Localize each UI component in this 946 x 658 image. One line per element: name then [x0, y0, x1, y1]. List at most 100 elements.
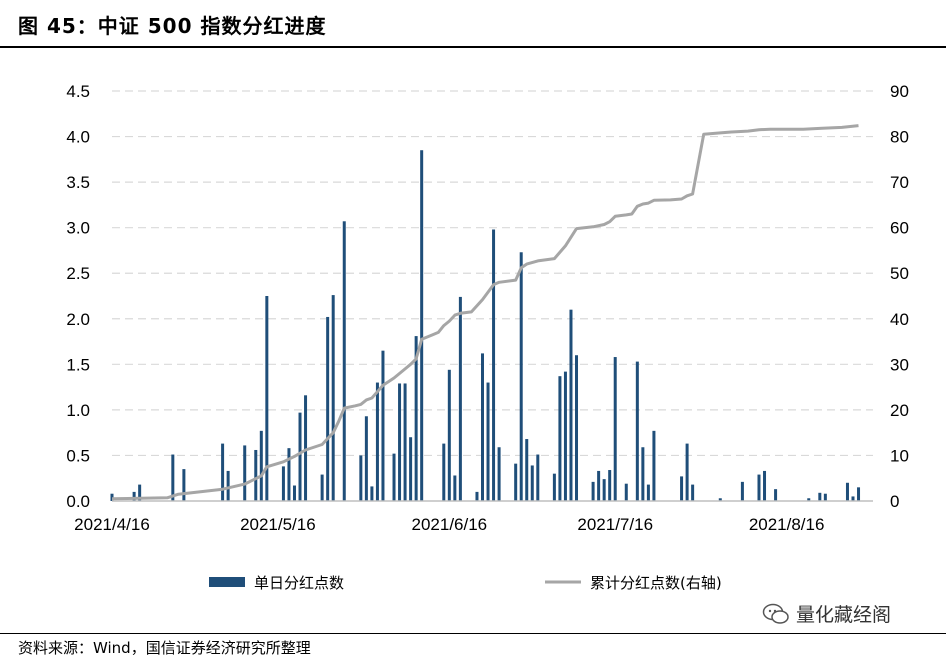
- bar: [492, 229, 496, 501]
- title-rule: [0, 46, 946, 48]
- x-tick-label: 2021/7/16: [577, 515, 653, 534]
- bar: [320, 474, 324, 501]
- bar: [624, 483, 628, 501]
- left-tick-label: 4.5: [66, 82, 90, 101]
- bar: [807, 498, 811, 501]
- wechat-icon: [762, 603, 789, 624]
- bar: [763, 470, 767, 501]
- bar: [641, 447, 645, 501]
- bar: [680, 476, 684, 501]
- bar: [453, 475, 457, 501]
- x-tick-label: 2021/6/16: [412, 515, 488, 534]
- bar: [552, 473, 556, 501]
- bar: [530, 465, 534, 501]
- bar: [475, 491, 479, 501]
- bar: [364, 416, 368, 501]
- bar: [442, 443, 446, 501]
- right-tick-label: 50: [890, 264, 909, 283]
- bar-series: [110, 150, 861, 502]
- x-tick-label: 2021/4/16: [74, 515, 150, 534]
- bar: [602, 479, 606, 501]
- bar: [298, 412, 302, 501]
- bar: [519, 252, 523, 501]
- right-tick-label: 60: [890, 219, 909, 238]
- bar: [646, 484, 650, 501]
- bar: [304, 395, 308, 501]
- bar: [381, 350, 385, 501]
- x-tick-label: 2021/8/16: [749, 515, 825, 534]
- bar: [292, 485, 296, 501]
- right-tick-label: 40: [890, 310, 909, 329]
- bar: [486, 382, 490, 501]
- bar: [132, 491, 136, 501]
- watermark: 量化藏经阁: [762, 600, 891, 627]
- bar: [458, 296, 462, 501]
- left-tick-label: 0.5: [66, 446, 90, 465]
- bar: [138, 484, 142, 501]
- bar: [740, 481, 744, 501]
- bar: [481, 353, 484, 501]
- bar: [447, 369, 451, 501]
- bar: [525, 439, 529, 501]
- bar: [851, 496, 855, 501]
- bar: [403, 383, 407, 501]
- bar: [392, 453, 396, 501]
- left-tick-label: 1.5: [66, 355, 90, 374]
- bar: [691, 484, 695, 501]
- bar: [757, 474, 761, 501]
- bar: [226, 470, 230, 501]
- bar: [331, 295, 335, 501]
- right-tick-label: 90: [890, 82, 909, 101]
- bar: [420, 150, 424, 501]
- right-tick-label: 20: [890, 401, 909, 420]
- bar: [326, 316, 330, 501]
- bar: [597, 470, 601, 501]
- bar: [613, 357, 617, 501]
- bar: [635, 361, 639, 501]
- right-tick-label: 80: [890, 128, 909, 147]
- line-series: [111, 124, 859, 501]
- figure-title: 图 45：中证 500 指数分红进度: [18, 14, 327, 38]
- left-tick-label: 0.0: [66, 492, 90, 511]
- bar: [254, 449, 258, 501]
- source-note: 资料来源：Wind，国信证券经济研究所整理: [18, 639, 311, 657]
- bar: [243, 445, 247, 501]
- legend-label-line: 累计分红点数(右轴): [590, 574, 722, 592]
- bar: [221, 443, 225, 501]
- bar: [652, 430, 656, 501]
- left-tick-label: 3.5: [66, 173, 90, 192]
- left-tick-label: 3.0: [66, 219, 90, 238]
- bar: [409, 437, 413, 501]
- x-axis-ticks: 2021/4/16 2021/5/16 2021/6/16 2021/7/16 2021…: [74, 515, 824, 534]
- bar: [823, 493, 827, 501]
- right-tick-label: 30: [890, 355, 909, 374]
- bar: [370, 486, 374, 501]
- bar: [563, 371, 567, 501]
- bar: [182, 469, 186, 501]
- cumulative-line: [111, 124, 859, 501]
- bar: [591, 481, 595, 501]
- bar: [845, 482, 849, 501]
- source-rule: [0, 633, 946, 634]
- watermark-text: 量化藏经阁: [796, 604, 892, 626]
- bar: [171, 454, 175, 501]
- bar: [857, 487, 861, 501]
- bar: [281, 466, 285, 501]
- legend-label-bar: 单日分红点数: [254, 574, 344, 592]
- bar: [259, 430, 263, 501]
- bar: [359, 455, 363, 501]
- bar: [287, 448, 291, 501]
- right-tick-label: 10: [890, 446, 909, 465]
- bar: [342, 221, 346, 502]
- right-tick-label: 70: [890, 173, 909, 192]
- left-tick-label: 4.0: [66, 128, 90, 147]
- bar: [497, 447, 501, 501]
- left-axis-ticks: 0.0 0.5 1.0 1.5 2.0 2.5 3.0 3.5 4.0 4.5: [66, 82, 90, 511]
- bar: [569, 309, 573, 501]
- x-tick-label: 2021/5/16: [240, 515, 316, 534]
- bar: [575, 355, 579, 501]
- left-tick-label: 2.5: [66, 264, 90, 283]
- bar: [514, 463, 518, 501]
- right-axis-ticks: 0 10 20 30 40 50 60 70 80 90: [890, 82, 909, 511]
